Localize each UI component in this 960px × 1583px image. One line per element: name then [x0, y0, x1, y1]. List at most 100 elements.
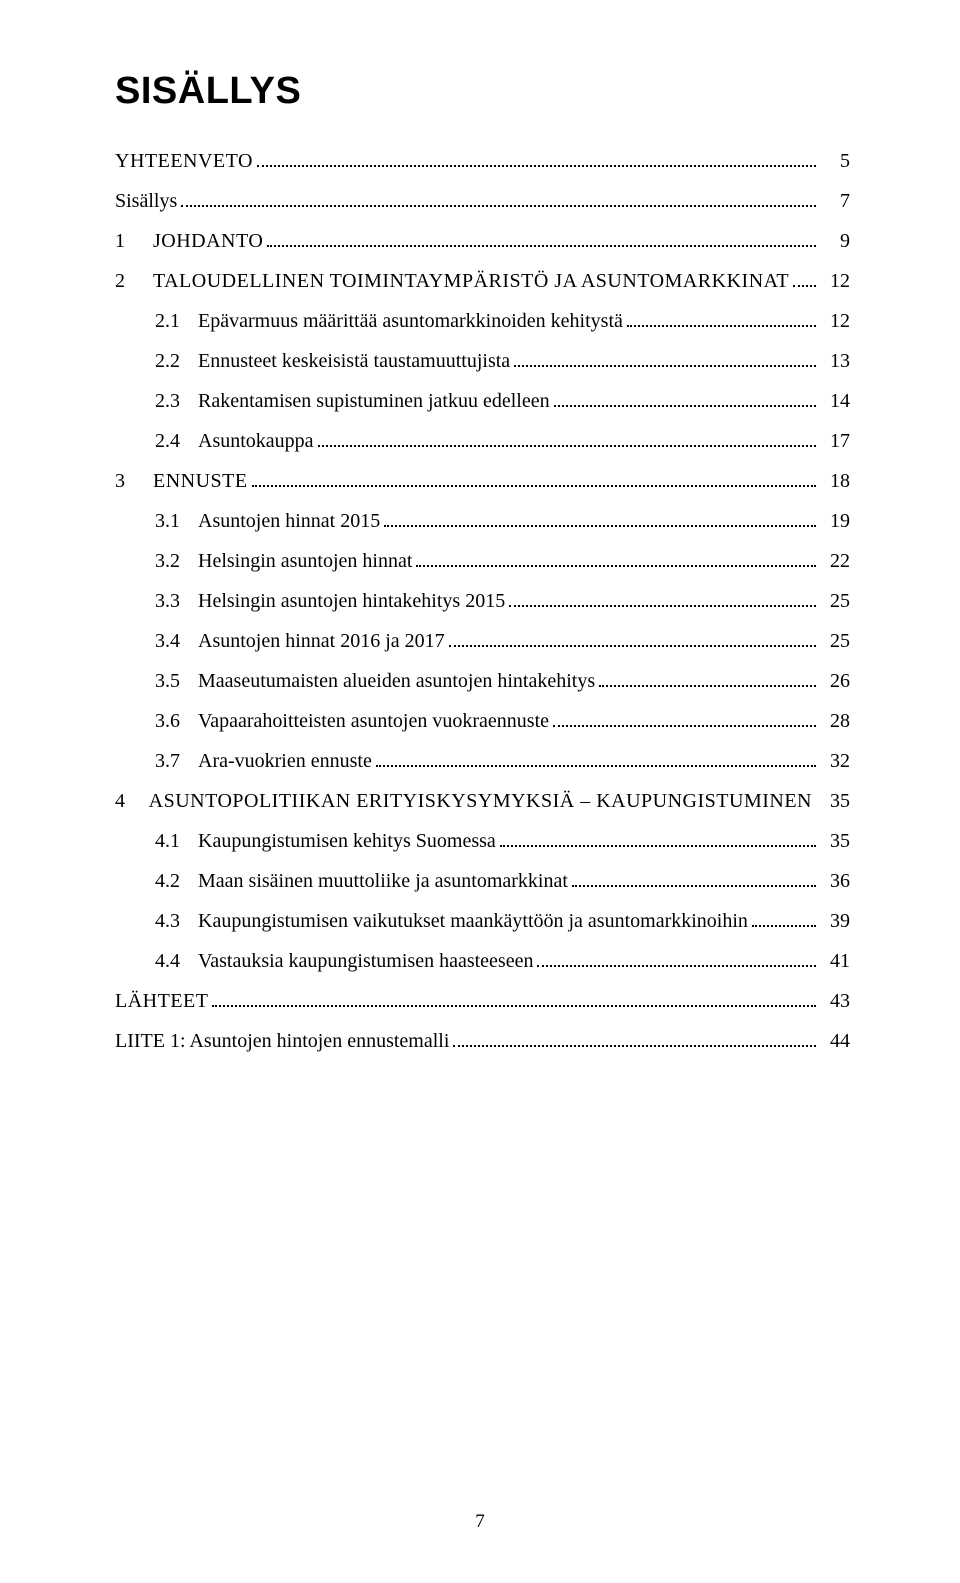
toc-entry-label: Kaupungistumisen kehitys Suomessa	[198, 831, 496, 851]
toc-entry-page: 35	[820, 791, 850, 811]
toc-entry-number: 4	[115, 791, 125, 811]
toc-entry-page: 25	[820, 631, 850, 651]
toc-entry-number: 3.3	[155, 591, 180, 611]
toc-entry-label: Asuntokauppa	[198, 431, 314, 451]
toc-entry: 2.2 Ennusteet keskeisistä taustamuuttujis…	[115, 351, 850, 371]
toc-entry-number: 1	[115, 231, 125, 251]
toc-dot-leader	[793, 273, 816, 287]
toc-dot-leader	[509, 593, 816, 607]
toc-entry-number: 3.2	[155, 551, 180, 571]
toc-entry-label: Asuntojen hinnat 2015	[198, 511, 380, 531]
toc-entry-page: 19	[820, 511, 850, 531]
toc-entry-number: 2	[115, 271, 125, 291]
toc-entry-page: 12	[820, 311, 850, 331]
toc-entry: 4 ASUNTOPOLITIIKAN ERITYISKYSYMYKSIÄ – KA…	[115, 791, 850, 811]
toc-entry-page: 5	[820, 151, 850, 171]
toc-entry-number: 3.7	[155, 751, 180, 771]
toc-entry: 3.5 Maaseutumaisten alueiden asuntojen hi…	[115, 671, 850, 691]
toc-dot-leader	[416, 553, 816, 567]
toc-entry-page: 25	[820, 591, 850, 611]
toc-entry: 3.4Asuntojen hinnat 2016 ja 201725	[115, 631, 850, 651]
toc-entry-label: YHTEENVETO	[115, 151, 253, 171]
toc-entry-number: 3	[115, 471, 125, 491]
toc-entry-label: Sisällys	[115, 191, 177, 211]
toc-entry-label: ENNUSTE	[153, 471, 248, 491]
toc-entry-page: 44	[820, 1031, 850, 1051]
toc-entry-number: 3.4	[155, 631, 180, 651]
toc-entry-page: 35	[820, 831, 850, 851]
toc-entry-label: JOHDANTO	[153, 231, 263, 251]
toc-entry: 4.3Kaupungistumisen vaikutukset maankäyt…	[115, 911, 850, 931]
toc-entry: LÄHTEET 43	[115, 991, 850, 1011]
toc-entry-number: 2.2	[155, 351, 180, 371]
toc-entry-label: LÄHTEET	[115, 991, 208, 1011]
toc-dot-leader	[212, 993, 816, 1007]
toc-entry-label: Vapaarahoitteisten asuntojen vuokraennus…	[198, 711, 549, 731]
toc-dot-leader	[252, 473, 816, 487]
toc-entry: 2.3 Rakentamisen supistuminen jatkuu edel…	[115, 391, 850, 411]
toc-dot-leader	[599, 673, 816, 687]
toc-entry: 2TALOUDELLINEN TOIMINTAYMPÄRISTÖ JA ASUN…	[115, 271, 850, 291]
toc-entry-number: 2.3	[155, 391, 180, 411]
toc-title: SISÄLLYS	[115, 70, 850, 113]
toc-entry-page: 13	[820, 351, 850, 371]
toc-entry: YHTEENVETO 5	[115, 151, 850, 171]
toc-entry-number: 4.2	[155, 871, 180, 891]
toc-dot-leader	[537, 953, 816, 967]
toc-entry: 2.4Asuntokauppa17	[115, 431, 850, 451]
toc-dot-leader	[181, 193, 816, 207]
toc-entry: Sisällys7	[115, 191, 850, 211]
toc-entry: 1JOHDANTO9	[115, 231, 850, 251]
toc-entry-page: 26	[820, 671, 850, 691]
toc-entry-number: 4.4	[155, 951, 180, 971]
toc-entry: 3 ENNUSTE 18	[115, 471, 850, 491]
toc-dot-leader	[554, 393, 816, 407]
toc-entry-label: Helsingin asuntojen hinnat	[198, 551, 412, 571]
toc-entry-label: ASUNTOPOLITIIKAN ERITYISKYSYMYKSIÄ – KAU…	[149, 791, 812, 811]
toc-entry-page: 43	[820, 991, 850, 1011]
toc-entry-page: 17	[820, 431, 850, 451]
toc-entry-label: Vastauksia kaupungistumisen haasteeseen	[198, 951, 533, 971]
toc-entry-label: Epävarmuus määrittää asuntomarkkinoiden …	[198, 311, 623, 331]
toc-entry-label: Rakentamisen supistuminen jatkuu edellee…	[198, 391, 550, 411]
toc-entry: 3.3 Helsingin asuntojen hintakehitys 2015…	[115, 591, 850, 611]
toc-entry: 3.2 Helsingin asuntojen hinnat 22	[115, 551, 850, 571]
toc-entry-label: Maaseutumaisten alueiden asuntojen hinta…	[198, 671, 595, 691]
toc-dot-leader	[257, 153, 816, 167]
toc-entry-page: 39	[820, 911, 850, 931]
page-number: 7	[0, 1511, 960, 1533]
toc-dot-leader	[376, 753, 816, 767]
toc-dot-leader	[500, 833, 816, 847]
toc-list: YHTEENVETO5Sisällys71JOHDANTO92TALOUDELL…	[115, 151, 850, 1051]
toc-dot-leader	[267, 233, 816, 247]
toc-entry-number: 3.6	[155, 711, 180, 731]
toc-entry: 3.7 Ara-vuokrien ennuste 32	[115, 751, 850, 771]
toc-entry-label: Helsingin asuntojen hintakehitys 2015	[198, 591, 505, 611]
toc-entry-label: Ara-vuokrien ennuste	[198, 751, 372, 771]
toc-entry: 3.6 Vapaarahoitteisten asuntojen vuokraen…	[115, 711, 850, 731]
toc-dot-leader	[318, 433, 816, 447]
toc-entry: 4.4 Vastauksia kaupungistumisen haasteese…	[115, 951, 850, 971]
toc-entry-label: LIITE 1: Asuntojen hintojen ennustemalli	[115, 1031, 449, 1051]
toc-entry-page: 32	[820, 751, 850, 771]
toc-entry-page: 18	[820, 471, 850, 491]
toc-entry-number: 4.1	[155, 831, 180, 851]
toc-entry-label: Maan sisäinen muuttoliike ja asuntomarkk…	[198, 871, 568, 891]
toc-entry-page: 14	[820, 391, 850, 411]
toc-entry-page: 41	[820, 951, 850, 971]
toc-entry-page: 22	[820, 551, 850, 571]
toc-dot-leader	[553, 713, 816, 727]
toc-entry: 4.2 Maan sisäinen muuttoliike ja asuntoma…	[115, 871, 850, 891]
toc-entry-number: 3.5	[155, 671, 180, 691]
toc-dot-leader	[453, 1033, 816, 1047]
page: SISÄLLYS YHTEENVETO5Sisällys71JOHDANTO92…	[0, 0, 960, 1583]
toc-entry-page: 36	[820, 871, 850, 891]
toc-entry-label: Kaupungistumisen vaikutukset maankäyttöö…	[198, 911, 748, 931]
toc-entry-page: 12	[820, 271, 850, 291]
toc-entry: LIITE 1: Asuntojen hintojen ennustemalli…	[115, 1031, 850, 1051]
toc-entry-label: Ennusteet keskeisistä taustamuuttujista	[198, 351, 510, 371]
toc-entry: 3.1 Asuntojen hinnat 2015 19	[115, 511, 850, 531]
toc-entry-number: 3.1	[155, 511, 180, 531]
toc-entry: 2.1Epävarmuus määrittää asuntomarkkinoid…	[115, 311, 850, 331]
toc-dot-leader	[752, 913, 816, 927]
